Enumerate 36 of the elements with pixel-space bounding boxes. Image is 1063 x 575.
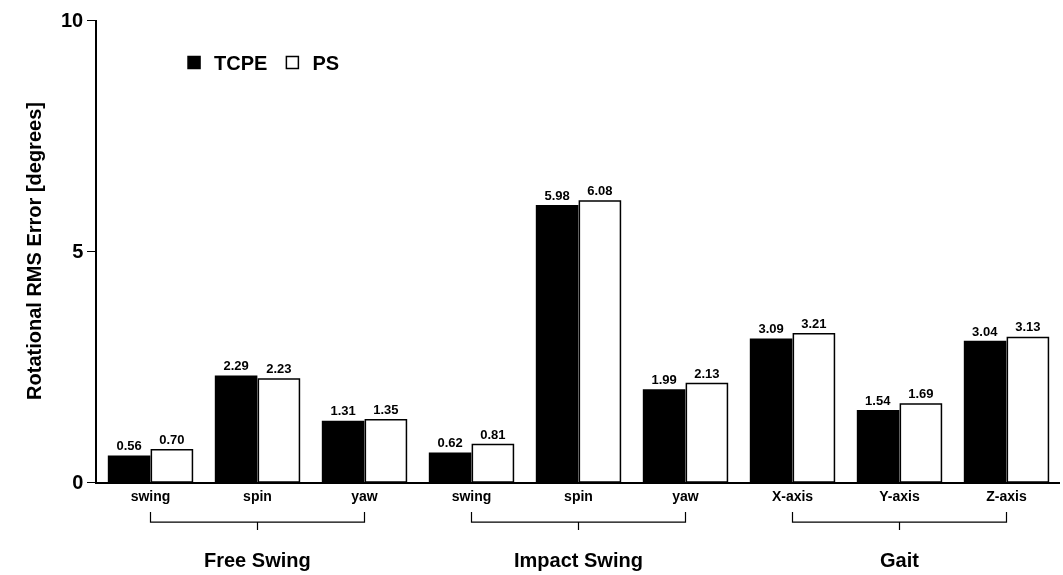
data-label: 3.21 — [801, 315, 827, 331]
data-label: 1.31 — [330, 403, 356, 419]
data-label: 1.99 — [651, 372, 677, 388]
data-label: 2.13 — [694, 365, 720, 381]
x-tick-label: X-axis — [771, 487, 814, 504]
x-tick-label: Z-axis — [986, 487, 1027, 504]
text: Impact Swing — [514, 549, 643, 571]
data-label: 0.81 — [480, 426, 506, 442]
data-label: 1.35 — [373, 401, 399, 417]
data-label: 6.08 — [587, 183, 613, 199]
text: Free Swing — [204, 549, 311, 571]
data-label: 0.70 — [159, 431, 185, 447]
data-label: 3.13 — [1015, 319, 1041, 335]
x-tick-label: swing — [130, 487, 171, 504]
x-tick-label: yaw — [351, 487, 378, 504]
data-label: 2.23 — [266, 360, 292, 376]
data-label: 0.56 — [116, 438, 142, 454]
x-tick-label: swing — [451, 487, 492, 504]
data-label: 3.09 — [758, 321, 784, 337]
y-tick-label: 0 — [72, 471, 84, 493]
legend-label: PS — [312, 52, 340, 75]
x-tick-label: spin — [243, 487, 272, 504]
data-label: 3.04 — [972, 323, 999, 339]
y-axis-title: Rotational RMS Error [degrees] — [23, 102, 45, 400]
data-label: 0.62 — [437, 435, 463, 451]
y-tick-label: 5 — [72, 240, 84, 262]
legend-label: TCPE — [214, 52, 268, 75]
y-tick-label: 10 — [61, 9, 84, 31]
x-tick-label: Y-axis — [879, 487, 920, 504]
data-label: 2.29 — [223, 358, 249, 374]
x-tick-label: yaw — [672, 487, 699, 504]
text: Gait — [880, 549, 920, 571]
data-label: 5.98 — [544, 187, 570, 203]
x-tick-label: spin — [564, 487, 593, 504]
data-label: 1.54 — [865, 392, 892, 408]
data-label: 1.69 — [908, 385, 934, 401]
